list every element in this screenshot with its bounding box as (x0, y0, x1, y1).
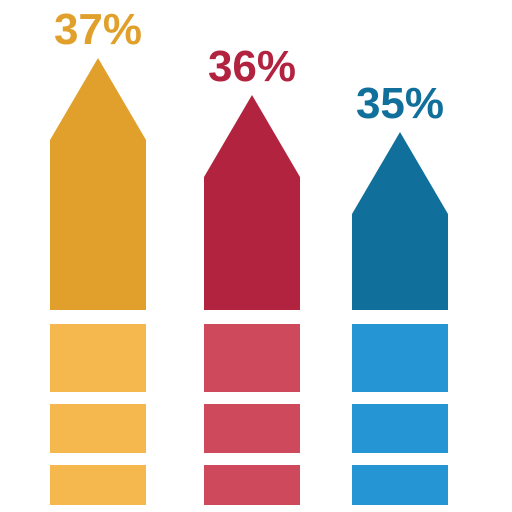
bar-3-base-block-1 (352, 324, 448, 392)
bar-2-base-block-1 (204, 324, 300, 392)
bar-2-base-block-3 (204, 465, 300, 505)
bar-1-base-block-1 (50, 324, 146, 392)
arrow-bar-2 (204, 95, 300, 310)
arrow-bar-3 (352, 132, 448, 310)
bar-2-base-block-2 (204, 404, 300, 453)
arrow-bar-1 (50, 58, 146, 310)
bar-3-base-block-3 (352, 465, 448, 505)
bar-1-base-block-2 (50, 404, 146, 453)
data-label-1: 37% (54, 5, 142, 54)
bar-3-base-block-2 (352, 404, 448, 453)
bar-1-base-block-3 (50, 465, 146, 505)
bars-group: 37% 36% 35% (50, 5, 448, 505)
data-label-2: 36% (208, 42, 296, 91)
data-label-3: 35% (356, 79, 444, 128)
